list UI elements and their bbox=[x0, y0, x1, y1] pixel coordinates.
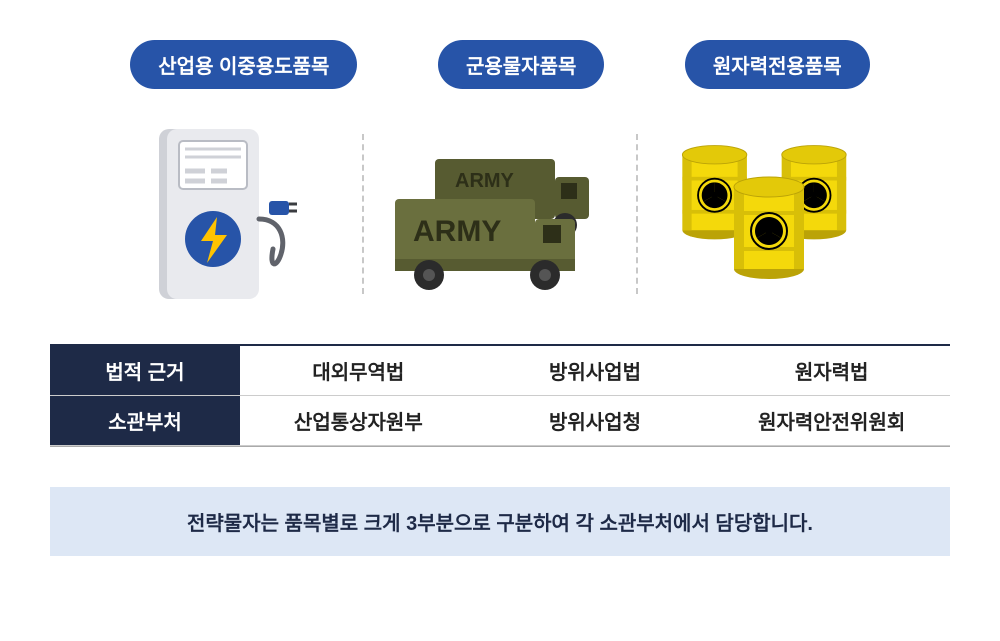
category-table: 법적 근거 대외무역법 방위사업법 원자력법 소관부처 산업통상자원부 방위사업… bbox=[50, 344, 950, 447]
army-label: ARMY bbox=[413, 215, 501, 248]
pill-industrial: 산업용 이중용도품목 bbox=[130, 40, 357, 89]
nuclear-graphic bbox=[638, 109, 910, 319]
cell-legal-1: 대외무역법 bbox=[240, 346, 477, 396]
row-dept-header: 소관부처 bbox=[50, 396, 240, 446]
pill-nuclear: 원자력전용품목 bbox=[685, 40, 870, 89]
industrial-graphic bbox=[90, 109, 362, 319]
svg-text:ARMY: ARMY bbox=[455, 170, 515, 192]
category-pill-row: 산업용 이중용도품목 군용물자품목 원자력전용품목 bbox=[50, 40, 950, 89]
cell-legal-2: 방위사업법 bbox=[477, 346, 714, 396]
charger-icon bbox=[141, 119, 311, 309]
graphics-row: ARMY ARMY bbox=[50, 109, 950, 319]
military-graphic: ARMY ARMY bbox=[364, 109, 636, 319]
pill-military: 군용물자품목 bbox=[438, 40, 604, 89]
cell-legal-3: 원자력법 bbox=[713, 346, 950, 396]
army-truck-icon: ARMY ARMY bbox=[385, 129, 615, 299]
row-legal-header: 법적 근거 bbox=[50, 346, 240, 396]
cell-dept-2: 방위사업청 bbox=[477, 396, 714, 446]
cell-dept-3: 원자력안전위원회 bbox=[713, 396, 950, 446]
nuclear-barrels-icon bbox=[664, 129, 884, 299]
cell-dept-1: 산업통상자원부 bbox=[240, 396, 477, 446]
footer-summary: 전략물자는 품목별로 크게 3부분으로 구분하여 각 소관부처에서 담당합니다. bbox=[50, 487, 950, 556]
